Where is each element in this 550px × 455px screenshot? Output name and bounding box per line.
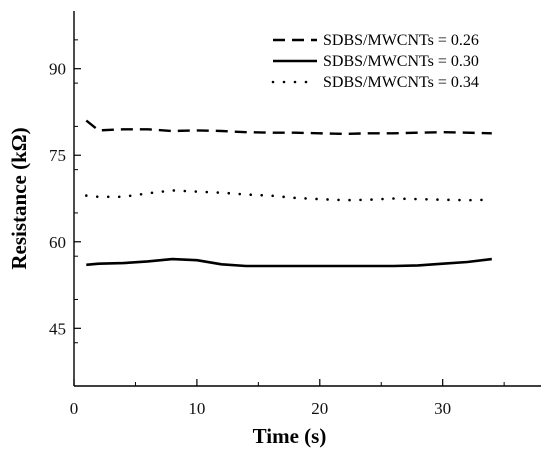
legend-label-1: SDBS/MWCNTs = 0.26 (323, 32, 479, 49)
series-line-1 (85, 119, 492, 136)
x-tick-label: 10 (188, 399, 205, 418)
legend-label-2: SDBS/MWCNTs = 0.30 (323, 53, 479, 70)
y-axis-title: Resistance (kΩ) (7, 127, 31, 269)
series-line-3 (85, 189, 494, 202)
x-tick-label: 0 (70, 399, 79, 418)
x-tick-label: 30 (434, 399, 451, 418)
y-tick-label: 75 (49, 146, 66, 165)
series-lines (85, 119, 494, 268)
legend: SDBS/MWCNTs = 0.26 SDBS/MWCNTs = 0.30 SDBS… (271, 32, 479, 91)
x-tick-label: 20 (311, 399, 328, 418)
y-tick-label: 45 (49, 319, 66, 338)
y-tick-label: 90 (49, 60, 66, 79)
axis-ticks: 45 60 75 90 0 10 20 30 (49, 39, 505, 418)
y-tick-label: 60 (49, 233, 66, 252)
plot-frame (73, 11, 541, 387)
series-line-2 (86, 257, 492, 268)
legend-label-3: SDBS/MWCNTs = 0.34 (323, 74, 479, 91)
x-axis-title: Time (s) (253, 424, 327, 448)
